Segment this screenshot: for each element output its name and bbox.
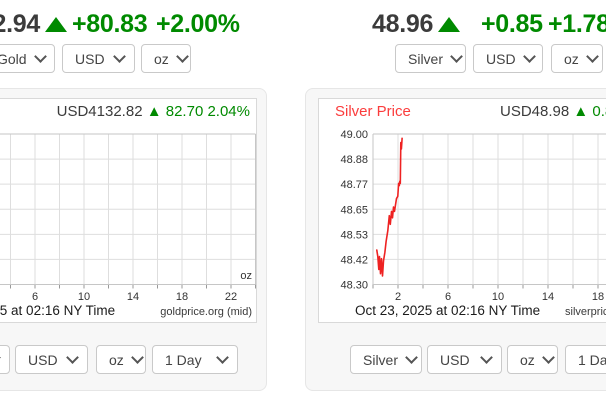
chevron-down-icon (541, 351, 555, 364)
select-label: 1 Day (578, 351, 606, 368)
chevron-down-icon (33, 50, 47, 63)
silver-headline-change: +0.85 (481, 10, 543, 38)
silver-chart-header: USD48.98 ▲ 0.85 1.78% (500, 103, 606, 120)
select-label: USD (28, 351, 58, 368)
silver-chart-box (318, 98, 606, 323)
gold-range-select-bottom[interactable]: 1 Day (152, 345, 238, 374)
up-arrow-icon: ▲ (146, 103, 162, 120)
gold-currency-select-top[interactable]: USD (62, 44, 135, 73)
select-label: oz (154, 50, 169, 67)
gold-chart-source: goldprice.org (mid) (160, 306, 252, 318)
chevron-down-icon (0, 351, 1, 364)
chevron-down-icon (130, 351, 144, 364)
gold-metal-select-bottom[interactable]: Gold (0, 345, 10, 374)
chevron-down-icon (66, 351, 79, 364)
chevron-down-icon (216, 351, 229, 364)
select-label: 1 Day (165, 351, 202, 368)
gold-unit-select-top[interactable]: oz (141, 44, 191, 73)
gold-chart-header: USD4132.82 ▲ 82.70 2.04% (57, 103, 250, 120)
silver-chart-header-change: 0.85 1.78% (592, 103, 606, 120)
silver-chart-caption: Oct 23, 2025 at 02:16 NY Time (355, 303, 541, 318)
select-label: oz (109, 351, 124, 368)
chevron-down-icon (522, 50, 536, 63)
chevron-down-icon (175, 50, 189, 63)
silver-unit-select-bottom[interactable]: oz (507, 345, 558, 374)
gold-chart-header-change: 82.70 2.04% (165, 103, 250, 120)
gold-headline-change-pct: +2.00% (156, 10, 240, 38)
gold-headline-change: +80.83 (72, 10, 148, 38)
silver-currency-select-top[interactable]: USD (473, 44, 543, 73)
chevron-down-icon (585, 50, 599, 63)
silver-range-select-bottom[interactable]: 1 Day (565, 345, 606, 374)
silver-headline-change-pct: +1.78% (548, 10, 606, 38)
select-label: Silver (408, 50, 444, 67)
chevron-down-icon (405, 351, 418, 364)
gold-chart-caption: Oct 23, 2025 at 02:16 NY Time (0, 303, 116, 318)
silver-metal-select-top[interactable]: Silver (395, 44, 466, 73)
select-label: USD (440, 351, 470, 368)
silver-unit-select-top[interactable]: oz (551, 44, 603, 73)
chevron-down-icon (480, 351, 493, 364)
up-arrow-icon (45, 17, 67, 32)
select-label: USD (486, 50, 516, 67)
silver-chart-source: silverprice.org (mid) (565, 306, 606, 318)
silver-metal-select-bottom[interactable]: Silver (350, 345, 422, 374)
up-arrow-icon: ▲ (573, 103, 589, 120)
select-label: Gold (0, 50, 27, 67)
silver-price-headline: 48.96 (372, 10, 434, 38)
chevron-down-icon (450, 50, 463, 63)
gold-currency-select-bottom[interactable]: USD (15, 345, 88, 374)
gold-unit-select-bottom[interactable]: oz (96, 345, 146, 374)
gold-chart-box (0, 98, 257, 323)
gold-chart-header-value: USD4132.82 (56, 103, 143, 120)
silver-chart-header-value: USD48.98 (500, 103, 570, 120)
silver-currency-select-bottom[interactable]: USD (427, 345, 502, 374)
gold-price-headline: 4,132.94 (0, 10, 40, 38)
select-label: Silver (363, 351, 399, 368)
select-label: USD (75, 50, 105, 67)
up-arrow-icon (438, 17, 460, 32)
select-label: oz (520, 351, 535, 368)
chevron-down-icon (113, 50, 126, 63)
gold-metal-select-top[interactable]: Gold (0, 44, 55, 73)
silver-chart-title: Silver Price (335, 103, 411, 120)
select-label: oz (564, 50, 579, 67)
